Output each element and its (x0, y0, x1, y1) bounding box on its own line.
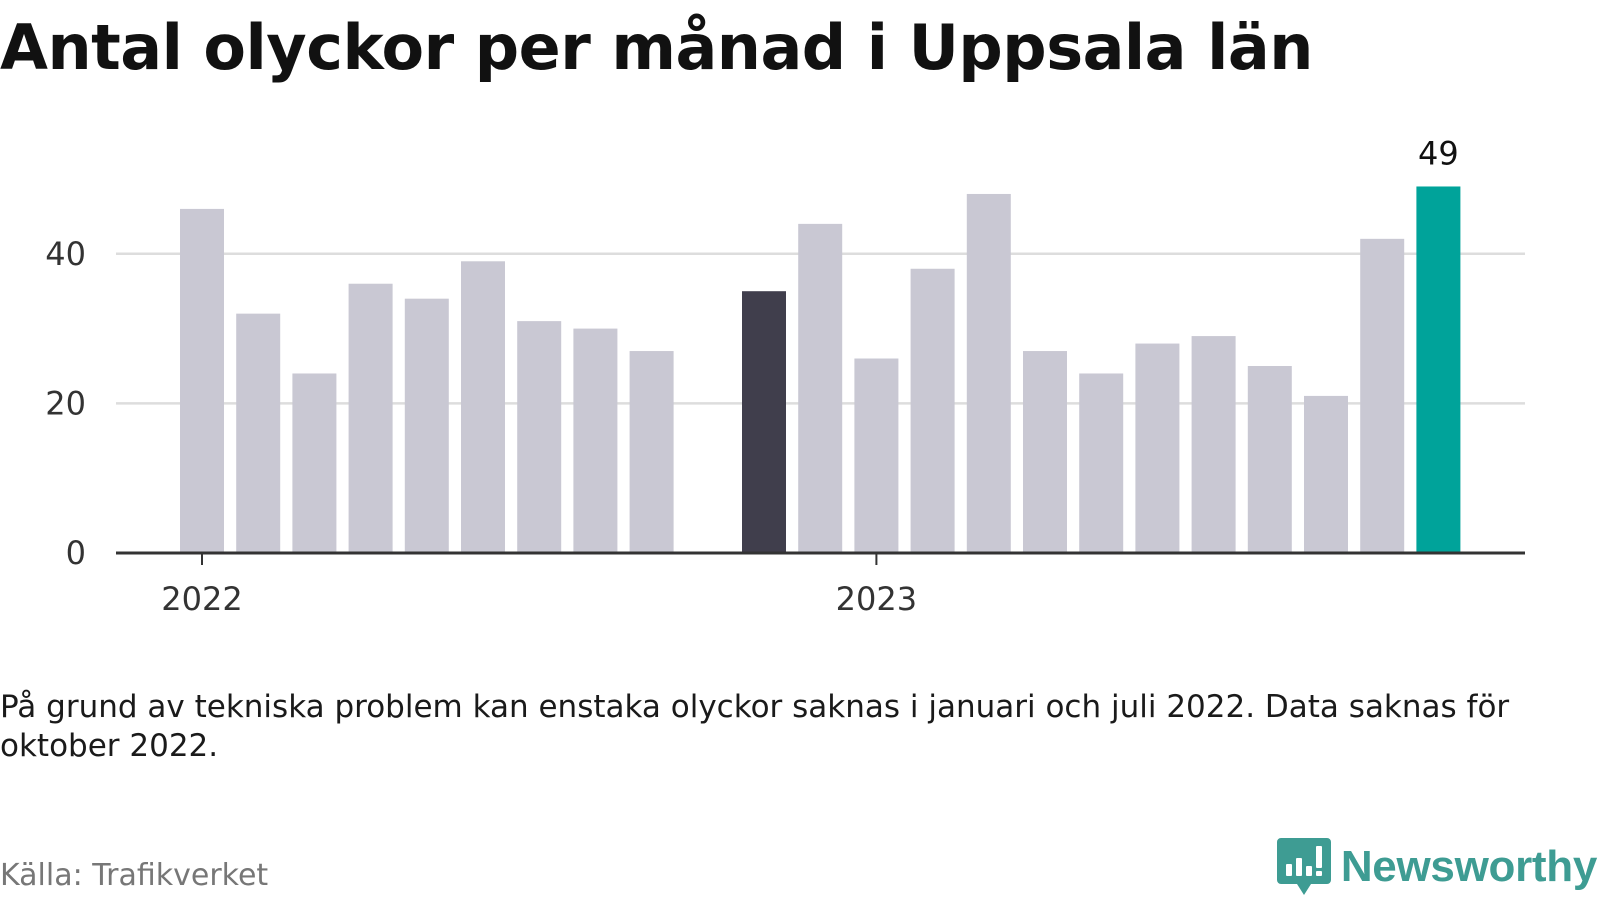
bar-2023-11 (1416, 186, 1461, 554)
bar-2022-02 (236, 313, 281, 553)
y-tick-label-0: 0 (66, 534, 86, 572)
y-tick-label-20: 20 (45, 384, 86, 422)
x-axis-ticks: 2022 2023 (161, 553, 917, 618)
brand-name: Newsworthy (1340, 842, 1597, 891)
bar-2022-04 (348, 283, 393, 553)
bar-2023-05 (1079, 373, 1124, 553)
data-labels: 49 (1418, 134, 1459, 172)
y-axis-tick-labels: 0 20 40 (45, 235, 86, 572)
bar-2022-01 (180, 208, 224, 554)
bar-2023-06 (1135, 343, 1180, 553)
footnote: På grund av tekniska problem kan enstaka… (0, 689, 1510, 764)
bars (180, 186, 1461, 554)
newsworthy-logo-icon (1276, 838, 1331, 895)
bar-2022-06 (461, 261, 505, 553)
bar-2023-08 (1247, 366, 1292, 553)
chart-title: Antal olyckor per månad i Uppsala län (0, 11, 1313, 84)
bar-2023-04 (1023, 351, 1067, 553)
bar-2022-11 (742, 291, 786, 553)
bar-2022-08 (573, 328, 618, 553)
bar-2023-03 (966, 193, 1011, 553)
bar-2023-10 (1360, 238, 1405, 553)
bar-2022-05 (404, 298, 449, 553)
bar-2023-09 (1304, 395, 1348, 553)
bar-2023-07 (1191, 336, 1236, 553)
data-label-2023-11: 49 (1418, 134, 1459, 172)
bar-2022-03 (292, 373, 337, 553)
bar-2022-12 (798, 223, 843, 553)
bar-2023-01 (854, 358, 899, 553)
x-tick-label-2022: 2022 (161, 580, 242, 618)
bar-2022-09 (629, 351, 674, 553)
bar-2022-07 (517, 321, 562, 553)
bar-chart: 0 20 40 2022 2023 49 (45, 134, 1525, 618)
brand-logo: Newsworthy (1276, 838, 1597, 896)
y-tick-label-40: 40 (45, 235, 86, 273)
bar-2023-02 (910, 268, 955, 553)
x-tick-label-2023: 2023 (836, 580, 917, 618)
source-label: Källa: Trafikverket (0, 858, 269, 893)
